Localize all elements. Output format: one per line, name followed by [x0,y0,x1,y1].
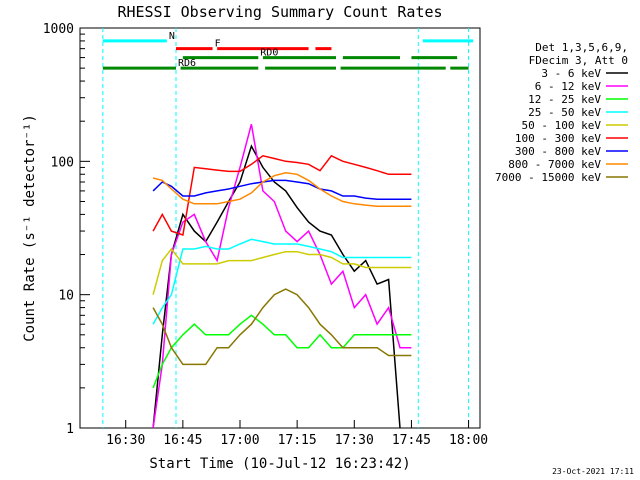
series-lines [152,124,412,429]
legend-label: 3 - 6 keV [541,67,601,80]
y-axis-label: Count Rate (s⁻¹ detector⁻¹) [22,114,38,342]
flag-label: RD6 [178,58,196,69]
series-line [152,179,412,200]
x-tick-label: 16:30 [106,433,145,448]
series-line [152,238,412,325]
legend-label: 300 - 800 keV [515,145,601,158]
x-tick-label: 17:45 [392,433,431,448]
flag-bars: N F RD0 RD6 [102,31,474,70]
flag-label: N [169,31,175,42]
chart-title: RHESSI Observing Summary Count Rates [117,3,442,21]
x-tick-label: 17:15 [278,433,317,448]
footer-date: 23-Oct-2021 17:11 [552,467,634,476]
flag-label: RD0 [260,48,278,59]
y-tick-label: 1000 [43,22,74,37]
series-line [152,314,412,389]
series-line [152,154,412,236]
legend-header: Det 1,3,5,6,9, [535,41,628,54]
legend-label: 25 - 50 keV [528,106,601,119]
axis-ticks: 16:30 16:45 17:00 17:15 17:30 17:45 18:00 1 10 10… [43,22,488,448]
legend-label: 7000 - 15000 keV [495,171,601,184]
legend-label: 6 - 12 keV [535,80,602,93]
x-axis-label: Start Time (10-Jul-12 16:23:42) [149,456,410,472]
series-line [152,247,412,295]
series-line [152,144,401,429]
flag-label: F [215,39,221,50]
legend: Det 1,3,5,6,9,FDecim 3, Att 03 - 6 keV6 … [495,41,628,184]
y-tick-label: 10 [58,289,74,304]
x-tick-label: 17:00 [220,433,259,448]
x-tick-label: 18:00 [449,433,488,448]
series-line [152,288,412,366]
series-line [152,124,412,429]
legend-label: 50 - 100 keV [522,119,602,132]
x-tick-label: 17:30 [335,433,374,448]
legend-label: 12 - 25 keV [528,93,601,106]
x-tick-label: 16:45 [163,433,202,448]
legend-label: 800 - 7000 keV [508,158,601,171]
plot-frame [79,27,481,429]
legend-header: FDecim 3, Att 0 [529,54,628,67]
vertical-markers [102,28,470,428]
series-line [152,172,412,208]
y-tick-label: 1 [66,422,74,437]
y-tick-label: 100 [51,155,74,170]
legend-label: 100 - 300 keV [515,132,601,145]
